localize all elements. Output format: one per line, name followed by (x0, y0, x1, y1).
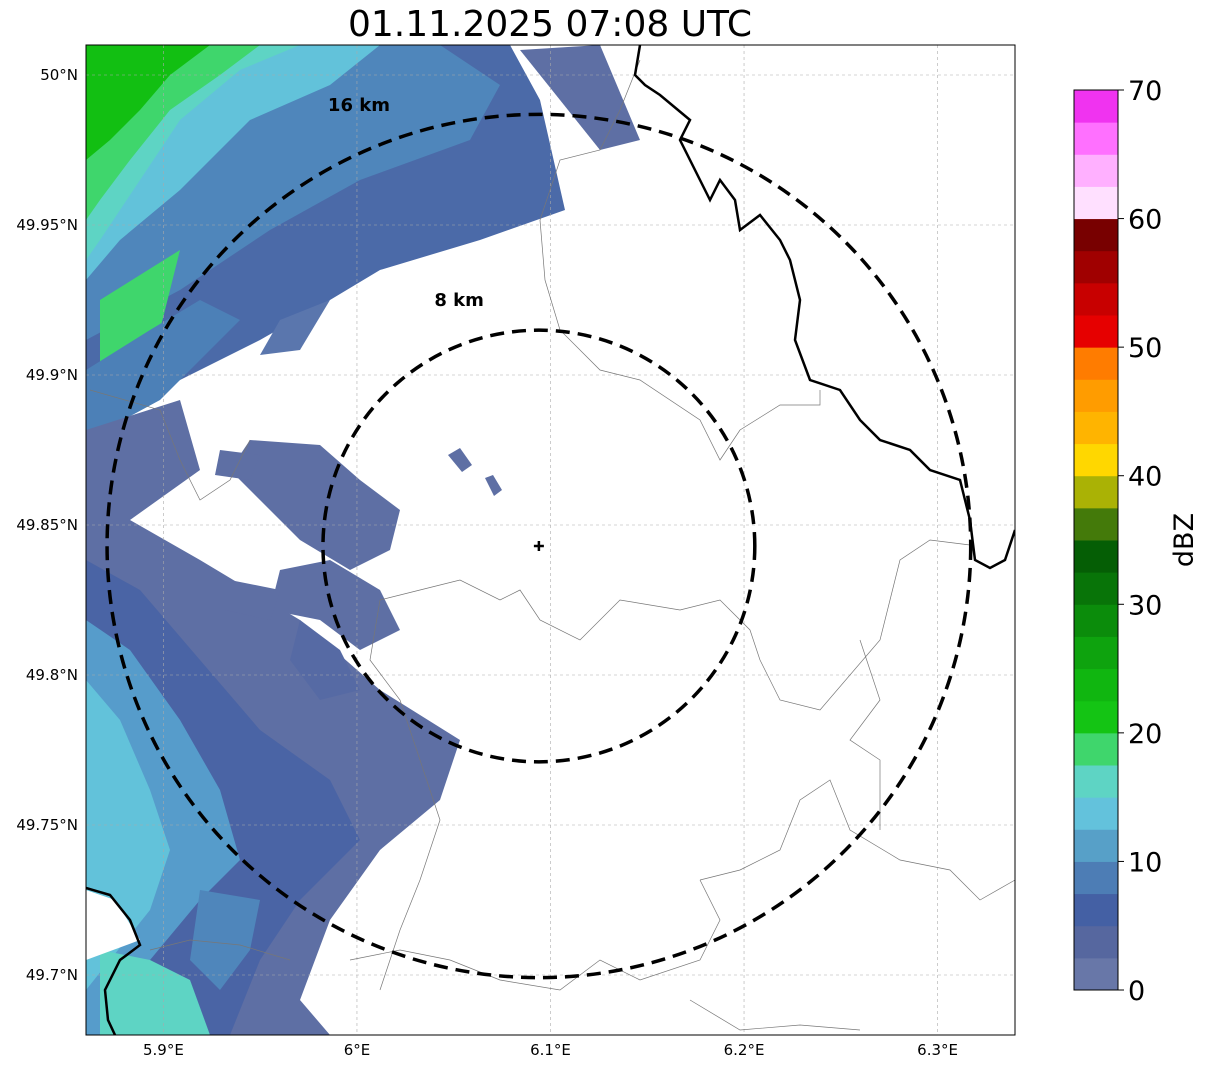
national-border (86, 45, 1015, 1035)
lat-tick-label: 49.95°N (16, 216, 78, 234)
range-rings (105, 112, 973, 980)
gridlines (86, 45, 1015, 1035)
latitude-ticks: 49.7°N 49.75°N 49.8°N 49.85°N 49.9°N 49.95°N 5… (16, 66, 78, 984)
plot-frame (85, 44, 1016, 1036)
radar-site-marker (533, 541, 544, 551)
lon-tick-label: 6°E (344, 1041, 371, 1059)
lat-tick-label: 49.75°N (16, 816, 78, 834)
echo-west-central-cells (215, 440, 400, 700)
map-title: 01.11.2025 07:08 UTC (347, 4, 753, 45)
echo-north-small-cells (448, 448, 502, 496)
range-ring-16km (105, 112, 973, 980)
lat-tick-label: 49.7°N (26, 966, 78, 984)
lat-tick-label: 49.9°N (26, 366, 78, 384)
lon-tick-label: 5.9°E (143, 1041, 184, 1059)
reflectivity-field (86, 45, 640, 1035)
lon-tick-label: 6.2°E (724, 1041, 765, 1059)
lat-tick-label: 49.8°N (26, 666, 78, 684)
lon-tick-label: 6.1°E (530, 1041, 571, 1059)
range-ring-label-16km: 16 km (328, 95, 390, 116)
range-ring-8km (321, 328, 757, 764)
longitude-ticks: 5.9°E 6°E 6.1°E 6.2°E 6.3°E (143, 1041, 958, 1059)
echo-southwest-band (86, 400, 460, 1035)
lat-tick-label: 49.85°N (16, 516, 78, 534)
range-ring-label-8km: 8 km (434, 290, 484, 311)
admin-boundaries (89, 59, 1015, 1031)
lat-tick-label: 50°N (40, 66, 78, 84)
lon-tick-label: 6.3°E (917, 1041, 958, 1059)
